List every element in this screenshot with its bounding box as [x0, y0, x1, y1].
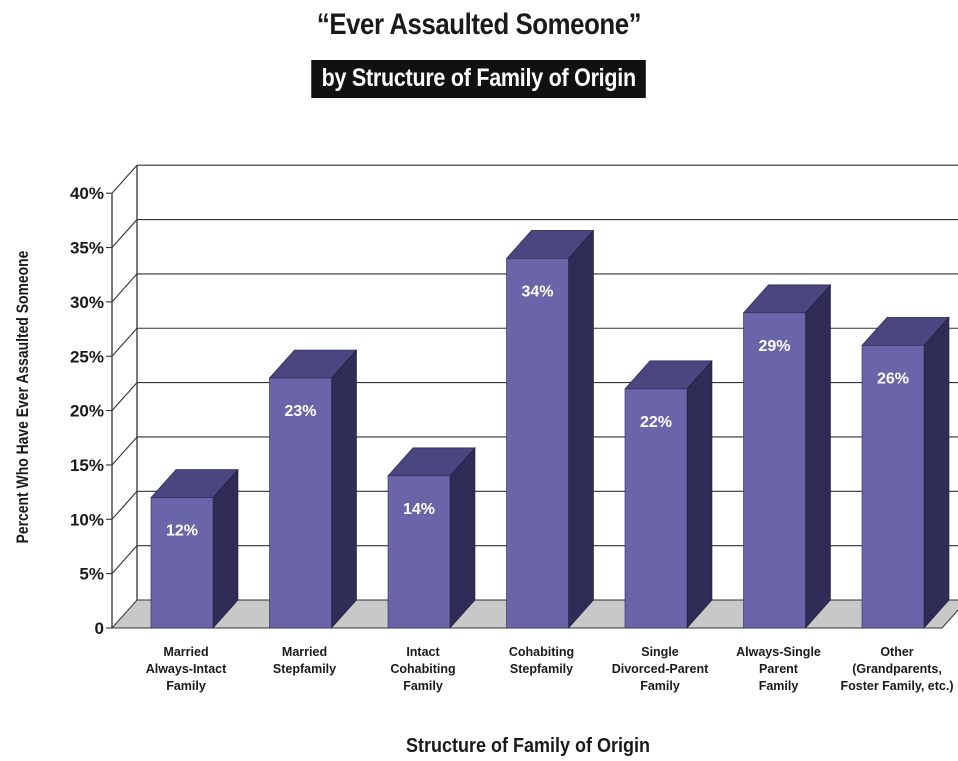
x-category-label-line: Intact	[406, 645, 440, 659]
bar-side	[805, 283, 831, 629]
bar: 12%	[150, 468, 239, 629]
x-category-label-line: Stepfamily	[510, 662, 573, 676]
y-tick-label: 25%	[70, 347, 104, 366]
bar-side	[449, 447, 476, 629]
bar-value-label: 23%	[284, 403, 316, 420]
x-category-label: Married Stepfamily	[273, 645, 336, 676]
chart-subtitle: by Structure of Family of Origin	[311, 60, 647, 98]
bar-front	[150, 497, 214, 629]
x-category-label-line: Cohabiting	[509, 645, 574, 659]
x-category-label: Intact Cohabiting Family	[390, 645, 455, 693]
gridline-diagonal	[111, 382, 138, 411]
gridline-diagonal	[111, 490, 138, 520]
bar-value-label: 34%	[521, 283, 553, 300]
bar-value-label: 22%	[640, 414, 672, 431]
x-category-label-line: (Grandparents,	[852, 662, 942, 676]
chart-title: “Ever Assaulted Someone”	[316, 8, 642, 41]
x-category-label-line: Other	[880, 645, 913, 659]
x-category-label: Cohabiting Stepfamily	[509, 645, 574, 676]
chart-subtitle-wrap: by Structure of Family of Origin	[0, 60, 958, 98]
y-tick-label: 5%	[79, 565, 104, 584]
y-tick-label: 20%	[70, 402, 104, 421]
x-category-label-line: Parent	[759, 662, 799, 676]
y-tick-label: 0	[95, 619, 104, 638]
bar: 29%	[742, 283, 832, 629]
bar-front	[861, 345, 925, 629]
x-category-label-line: Family	[640, 679, 680, 693]
x-axis-title: Structure of Family of Origin	[406, 735, 650, 757]
bar-value-label: 12%	[166, 523, 198, 540]
gridline-diagonal	[111, 545, 138, 575]
x-category-label-line: Stepfamily	[273, 662, 336, 676]
x-category-label-line: Family	[403, 679, 443, 693]
y-axis-title: Percent Who Have Ever Assaulted Someone	[14, 250, 33, 543]
x-category-label-line: Married	[282, 645, 327, 659]
x-category-label: Always-Single Parent Family	[736, 645, 821, 693]
y-tick-label: 35%	[70, 239, 104, 258]
x-category-label-line: Family	[759, 679, 799, 693]
y-tick-labels: 0 5% 10% 15% 20% 25% 30% 35% 40%	[70, 184, 112, 638]
gridline-diagonal	[111, 219, 138, 248]
bar-value-label: 29%	[758, 338, 790, 355]
bar: 23%	[268, 349, 358, 629]
x-category-label-line: Always-Single	[736, 645, 821, 659]
bar-front	[506, 258, 569, 629]
gridline-diagonal	[111, 164, 138, 194]
bar-side	[568, 229, 594, 629]
gridline-diagonal	[111, 273, 138, 303]
bar-value-label: 26%	[877, 370, 909, 387]
bar-front	[269, 377, 332, 629]
bar-front	[387, 475, 451, 629]
gridline-diagonal	[111, 327, 138, 357]
bar: 14%	[387, 447, 476, 629]
x-category-labels: Married Always-Intact Family Married Stepfam…	[146, 645, 954, 693]
y-tick-label: 15%	[70, 456, 104, 475]
bar: 34%	[505, 229, 595, 629]
y-tick-label: 40%	[70, 184, 104, 203]
bar: 22%	[624, 360, 713, 629]
bar-value-label: 14%	[403, 501, 435, 518]
x-category-label-line: Divorced-Parent	[612, 662, 709, 676]
x-category-label-line: Single	[641, 645, 679, 659]
x-category-label: Married Always-Intact Family	[146, 645, 227, 693]
x-category-label-line: Foster Family, etc.)	[841, 679, 954, 693]
bar: 26%	[861, 316, 950, 629]
x-category-label-line: Family	[166, 679, 206, 693]
bar-side	[923, 316, 950, 629]
y-tick-label: 30%	[70, 293, 104, 312]
bars: 12% 23% 14% 34% 22% 29% 26%	[150, 229, 950, 629]
bar-side	[686, 360, 713, 629]
x-category-label-line: Married	[163, 645, 208, 659]
gridline-diagonal	[111, 436, 138, 466]
bar-front	[624, 388, 688, 629]
bar-side	[331, 349, 357, 629]
x-category-label: Other (Grandparents, Foster Family, etc.)	[841, 645, 954, 693]
x-category-label: Single Divorced-Parent Family	[612, 645, 709, 693]
x-category-label-line: Always-Intact	[146, 662, 227, 676]
bar-front	[743, 312, 806, 629]
x-category-label-line: Cohabiting	[390, 662, 455, 676]
y-tick-label: 10%	[70, 510, 104, 529]
